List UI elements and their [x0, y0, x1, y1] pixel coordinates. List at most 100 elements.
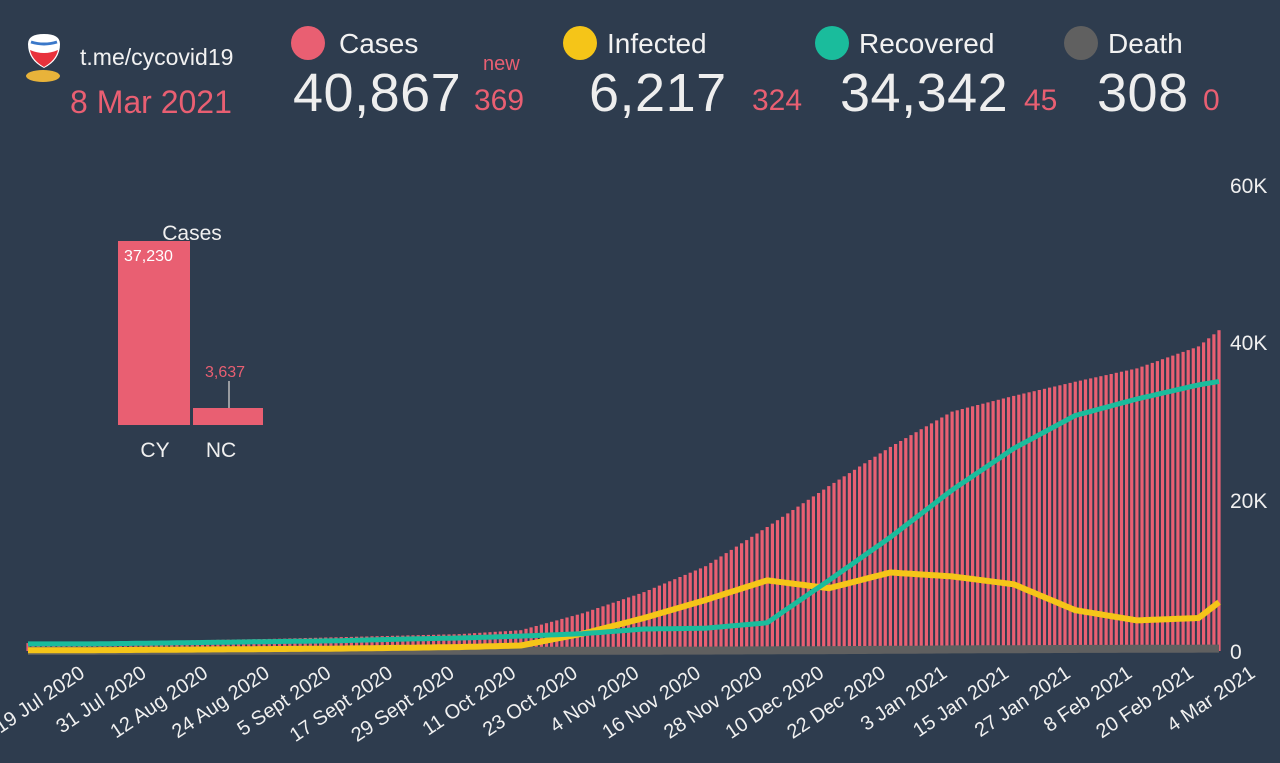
death-label: Death [1108, 28, 1183, 59]
case-bar [385, 636, 389, 651]
case-bar [1037, 390, 1041, 651]
case-bar [1114, 372, 1118, 651]
case-bar [924, 426, 928, 651]
case-bar [467, 633, 472, 651]
case-bar [837, 479, 841, 651]
recovered-value: 34,342 [840, 63, 1009, 123]
inset-value-cy: 37,230 [124, 248, 173, 265]
case-bar [842, 476, 846, 651]
death-delta: 0 [1203, 84, 1220, 117]
case-bar [760, 530, 764, 651]
y-axis: 0 20K 40K 60K [1230, 175, 1267, 664]
case-bar [791, 510, 795, 651]
cases-bars [26, 330, 1221, 651]
case-bar [319, 637, 323, 651]
case-bar [180, 640, 184, 651]
case-bar [801, 503, 805, 651]
infected-legend-dot [563, 26, 597, 60]
case-bar [72, 642, 76, 651]
case-bar [1109, 374, 1113, 651]
case-bar [149, 641, 153, 651]
case-bar [206, 640, 210, 651]
y-tick-label: 60K [1230, 175, 1267, 198]
infected-delta: 324 [752, 84, 803, 117]
case-bar [344, 637, 348, 651]
logo-icon [22, 30, 66, 86]
case-bar [935, 420, 939, 651]
report-date: 8 Mar 2021 [70, 84, 232, 120]
case-bar [334, 637, 338, 651]
inset-category-cy: CY [140, 439, 169, 462]
case-bar [657, 585, 661, 651]
case-bar [1006, 397, 1011, 651]
case-bar [991, 401, 995, 651]
case-bar [401, 635, 405, 651]
case-bar [200, 640, 205, 651]
case-bar [339, 637, 343, 651]
series-lines [28, 378, 1221, 655]
case-bar [503, 631, 507, 651]
case-bar [329, 637, 333, 651]
case-bar [678, 577, 682, 651]
case-bar [283, 638, 287, 651]
case-bar [709, 562, 713, 651]
case-bar [806, 499, 810, 651]
case-bar [729, 549, 733, 651]
case-bar [293, 638, 297, 651]
case-bar [437, 634, 441, 651]
case-bar [1073, 381, 1077, 651]
case-bar [1196, 346, 1201, 651]
case-bar [1119, 371, 1124, 651]
case-bar [642, 592, 646, 651]
case-bar [416, 635, 420, 651]
case-bar [195, 640, 199, 651]
case-bar [313, 637, 318, 651]
case-bar [478, 632, 482, 651]
case-bar [252, 639, 256, 651]
case-bar [1001, 398, 1005, 651]
case-bar [1125, 370, 1129, 651]
case-bar [1099, 376, 1103, 651]
y-tick-label: 20K [1230, 490, 1267, 513]
case-bar [955, 410, 959, 651]
case-bar [663, 583, 667, 651]
case-bar [103, 642, 107, 651]
case-bar [421, 635, 425, 651]
inset-bar-cy [118, 241, 190, 425]
case-bar [1145, 364, 1149, 651]
case-bar [1078, 380, 1082, 651]
case-bar [190, 640, 194, 651]
cases-delta: 369 [474, 84, 525, 117]
case-bar [1186, 350, 1190, 651]
case-bar [919, 429, 923, 651]
case-bar [719, 556, 723, 651]
new-label: new [483, 53, 520, 75]
case-bar [960, 409, 964, 651]
case-bar [1053, 386, 1057, 651]
case-bar [1089, 378, 1093, 651]
case-bar [775, 520, 780, 651]
case-bar [745, 540, 749, 651]
case-bar [899, 441, 903, 651]
case-bar [216, 639, 220, 651]
case-bar [1155, 361, 1159, 651]
case-bar [1104, 375, 1108, 651]
case-bar [883, 450, 887, 651]
case-bar [811, 496, 815, 651]
case-bar [888, 446, 892, 651]
case-bar [488, 632, 492, 651]
case-bar [750, 536, 754, 651]
case-bar [1063, 384, 1067, 651]
case-bar [165, 640, 169, 651]
case-bar [929, 423, 934, 651]
case-bar [159, 641, 164, 651]
case-bar [185, 640, 189, 651]
case-bar [396, 635, 400, 651]
case-bar [67, 642, 71, 651]
case-bar [139, 641, 143, 651]
case-bar [411, 635, 415, 651]
site-link[interactable]: t.me/cycovid19 [80, 44, 234, 70]
case-bar [483, 632, 487, 651]
case-bar [847, 473, 851, 651]
